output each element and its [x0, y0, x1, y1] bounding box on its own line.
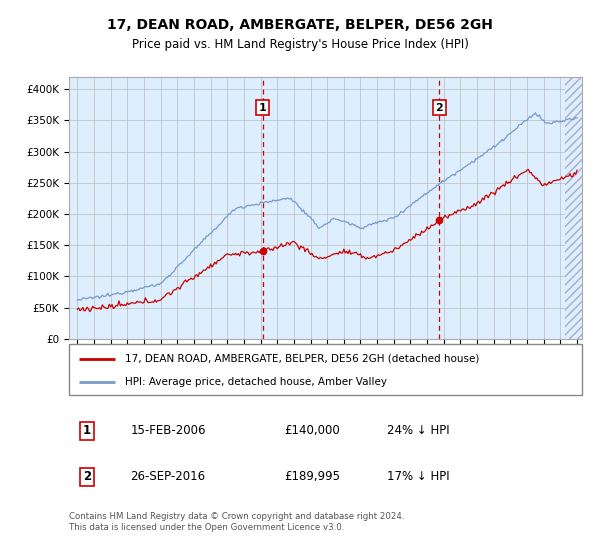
Text: 17% ↓ HPI: 17% ↓ HPI [387, 470, 449, 483]
Text: Contains HM Land Registry data © Crown copyright and database right 2024.
This d: Contains HM Land Registry data © Crown c… [69, 512, 404, 532]
Text: 2: 2 [83, 470, 91, 483]
Text: 2: 2 [436, 103, 443, 113]
Bar [565, 77, 582, 339]
Text: HPI: Average price, detached house, Amber Valley: HPI: Average price, detached house, Ambe… [125, 377, 388, 387]
Text: 1: 1 [259, 103, 266, 113]
Text: 15-FEB-2006: 15-FEB-2006 [131, 424, 206, 437]
Text: 26-SEP-2016: 26-SEP-2016 [131, 470, 206, 483]
Text: Price paid vs. HM Land Registry's House Price Index (HPI): Price paid vs. HM Land Registry's House … [131, 38, 469, 52]
Text: £140,000: £140,000 [284, 424, 340, 437]
FancyBboxPatch shape [565, 77, 582, 339]
Text: 17, DEAN ROAD, AMBERGATE, BELPER, DE56 2GH: 17, DEAN ROAD, AMBERGATE, BELPER, DE56 2… [107, 18, 493, 32]
Text: 17, DEAN ROAD, AMBERGATE, BELPER, DE56 2GH (detached house): 17, DEAN ROAD, AMBERGATE, BELPER, DE56 2… [125, 353, 480, 363]
Text: 1: 1 [83, 424, 91, 437]
Text: 24% ↓ HPI: 24% ↓ HPI [387, 424, 449, 437]
FancyBboxPatch shape [69, 344, 582, 395]
Text: £189,995: £189,995 [284, 470, 340, 483]
